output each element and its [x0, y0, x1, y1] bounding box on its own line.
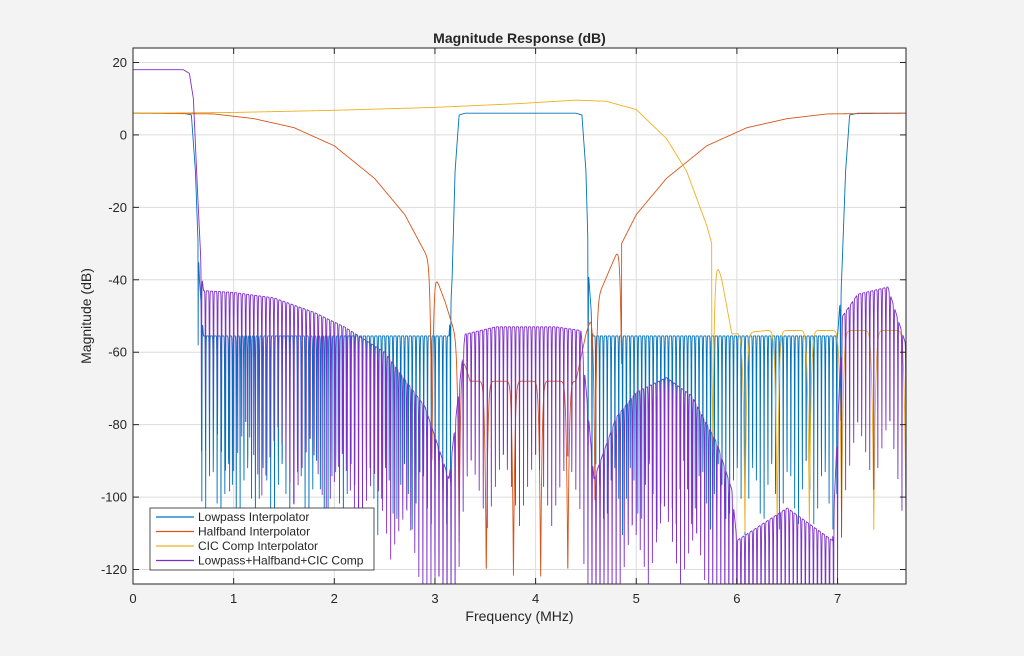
- x-tick-label: 5: [633, 591, 640, 606]
- y-tick-label: -60: [108, 345, 127, 360]
- plot-lines: [133, 69, 906, 584]
- legend-entry-label: Lowpass Interpolator: [198, 510, 309, 524]
- x-tick-label: 3: [431, 591, 438, 606]
- axes-box: [132, 47, 907, 585]
- series-line-4: [133, 69, 906, 584]
- axis-ticks: 0 1 2 3 4 5 6 7 20 0 -20 -40 -60 -80 -100 -120: [101, 48, 906, 606]
- y-tick-label: -120: [101, 562, 127, 577]
- y-axis-title: Magnitude (dB): [78, 268, 94, 364]
- y-tick-label: -100: [101, 490, 127, 505]
- x-tick-label: 2: [331, 591, 338, 606]
- x-tick-label: 1: [230, 591, 237, 606]
- legend-entry-label: Halfband Interpolator: [198, 525, 310, 539]
- x-tick-label: 0: [129, 591, 136, 606]
- legend-entry-label: CIC Comp Interpolator: [198, 539, 318, 553]
- x-tick-label: 4: [532, 591, 539, 606]
- legend-box: [149, 507, 375, 571]
- series-line-3: [133, 99, 906, 532]
- y-tick-label: -20: [108, 200, 127, 215]
- x-tick-label: 6: [733, 591, 740, 606]
- x-tick-label: 7: [834, 591, 841, 606]
- x-axis-title: Frequency (MHz): [465, 608, 573, 624]
- y-tick-label: -40: [108, 272, 127, 287]
- y-tick-label: 20: [113, 55, 127, 70]
- legend-entry-label: Lowpass+Halfband+CIC Comp: [198, 554, 364, 568]
- chart-title: Magnitude Response (dB): [433, 30, 606, 46]
- y-tick-label: -80: [108, 417, 127, 432]
- y-tick-label: 0: [120, 127, 127, 142]
